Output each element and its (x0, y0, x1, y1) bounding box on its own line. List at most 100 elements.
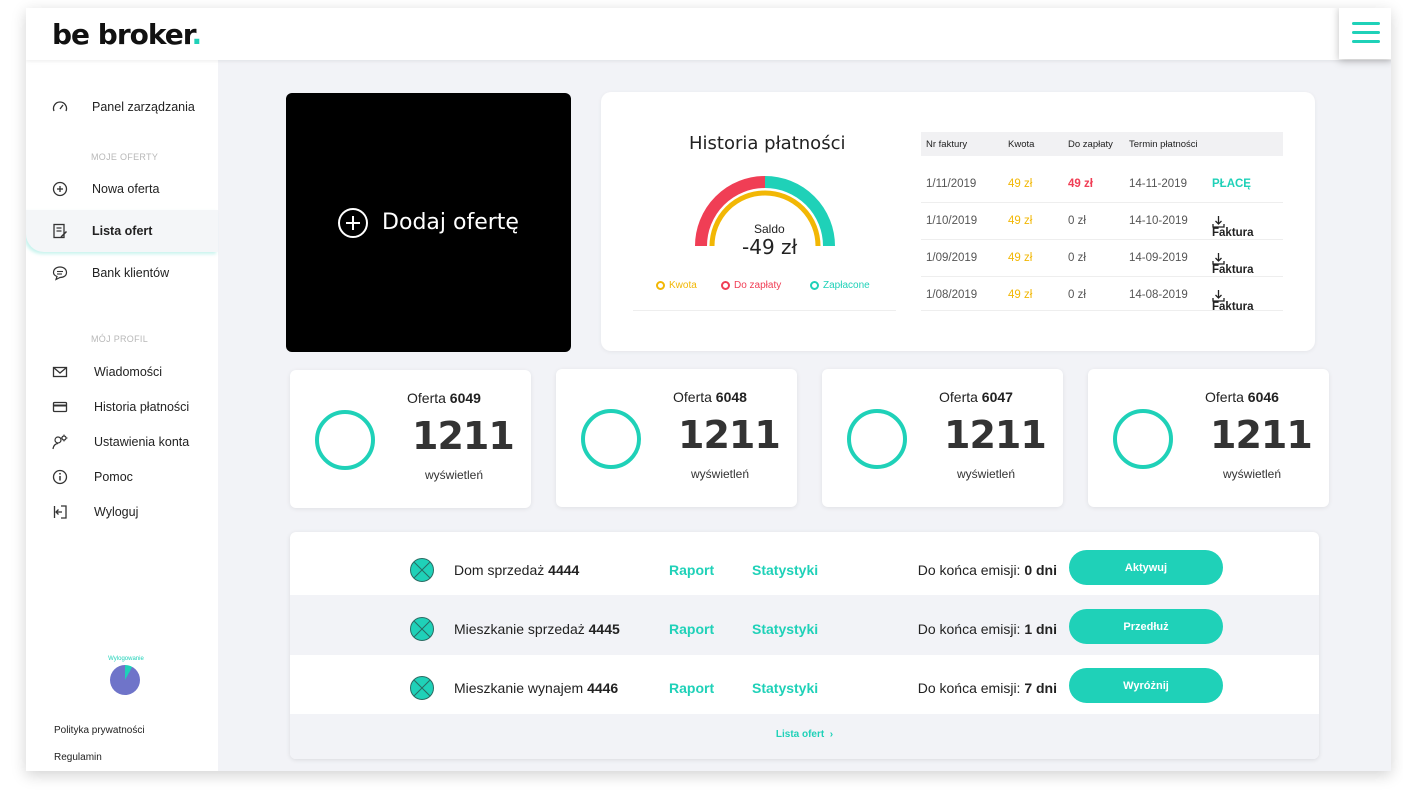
pay-button[interactable]: PŁACĘ (1212, 178, 1251, 190)
amount-due: 0 zł (1068, 215, 1086, 227)
saldo-label: Saldo (754, 222, 785, 236)
amount: 49 zł (1008, 252, 1033, 264)
table-row: 1/08/2019 49 zł 0 zł 14-08-2019 Faktura (921, 277, 1283, 313)
statistics-link[interactable]: Statystyki (752, 621, 819, 637)
close-circle-icon[interactable] (410, 617, 434, 641)
sidebar-item-help[interactable]: Pomoc (26, 459, 218, 495)
views-count: 1211 (412, 414, 515, 458)
divider (633, 310, 896, 311)
offer-type: Dom sprzedaż (454, 562, 545, 578)
terms-link[interactable]: Regulamin (54, 752, 102, 763)
amount: 49 zł (1008, 178, 1033, 190)
gauge-icon (52, 99, 68, 115)
legend-ring-icon (656, 281, 665, 290)
statistics-link[interactable]: Statystyki (752, 562, 819, 578)
legend-label: Kwota (669, 280, 697, 291)
amount-due: 49 zł (1068, 178, 1093, 190)
table-row: 1/10/2019 49 zł 0 zł 14-10-2019 Faktura (921, 203, 1283, 240)
app-window: be broker. Panel zarządzania MOJE OFERTY… (26, 8, 1391, 771)
offer-stats-card[interactable]: Oferta 6046 1211 wyświetleń (1088, 369, 1329, 507)
mail-icon (52, 364, 68, 380)
sidebar-item-payment-history[interactable]: Historia płatności (26, 389, 218, 425)
legend-item-kwota: Kwota (656, 280, 697, 291)
offer-title: Oferta 6046 (1205, 389, 1279, 405)
report-link[interactable]: Raport (669, 680, 715, 696)
emission-label: Do końca emisji: (917, 680, 1021, 696)
offers-list-card: Dom sprzedaż 4444 Raport Statystyki Do k… (290, 532, 1319, 759)
sidebar-item-label: Wiadomości (94, 365, 163, 379)
emission-value: 0 dni (1024, 562, 1057, 578)
legend-ring-icon (810, 281, 819, 290)
offer-stats-card[interactable]: Oferta 6047 1211 wyświetleń (822, 369, 1063, 507)
offer-title: Oferta 6049 (407, 390, 481, 406)
due-date: 14-09-2019 (1129, 252, 1188, 264)
info-icon (52, 469, 68, 485)
views-label: wyświetleń (425, 468, 484, 482)
close-circle-icon[interactable] (410, 558, 434, 582)
sidebar-item-label: Bank klientów (92, 266, 170, 280)
invoice-label: Faktura (1212, 227, 1254, 239)
emission-label: Do końca emisji: (917, 562, 1021, 578)
hamburger-menu-button[interactable] (1339, 8, 1391, 59)
report-link[interactable]: Raport (669, 562, 715, 578)
invoice-number: 1/08/2019 (926, 289, 978, 301)
logout-icon (52, 504, 68, 520)
column-header: Kwota (1008, 139, 1035, 150)
invoice-download-link[interactable]: Faktura (1212, 289, 1254, 313)
emission-remaining: Do końca emisji: 7 dni (918, 680, 1057, 696)
invoice-label: Faktura (1212, 301, 1254, 313)
offer-title: Oferta 6048 (673, 389, 747, 405)
amount: 49 zł (1008, 289, 1033, 301)
views-label: wyświetleń (957, 467, 1016, 481)
section-title-profile: MÓJ PROFIL (91, 334, 149, 344)
sidebar-item-new-offer[interactable]: Nowa oferta (26, 171, 218, 207)
offers-list-link[interactable]: Lista ofert › (290, 729, 1319, 740)
offer-prefix: Oferta (673, 389, 712, 405)
sidebar-item-panel[interactable]: Panel zarządzania (26, 89, 218, 125)
emission-remaining: Do końca emisji: 1 dni (918, 621, 1057, 637)
close-circle-icon[interactable] (410, 676, 434, 700)
sidebar-item-account-settings[interactable]: Ustawienia konta (26, 424, 218, 460)
emission-label: Do końca emisji: (917, 621, 1021, 637)
brand-logo[interactable]: be broker. (52, 18, 203, 51)
add-offer-card[interactable]: Dodaj ofertę (286, 93, 571, 352)
amount: 49 zł (1008, 215, 1033, 227)
sidebar-item-client-bank[interactable]: Bank klientów (26, 255, 218, 291)
download-icon (1212, 216, 1225, 228)
legend-label: Zapłacone (823, 280, 870, 291)
sidebar-item-label: Ustawienia konta (94, 435, 190, 449)
privacy-policy-link[interactable]: Polityka prywatności (54, 725, 145, 736)
pie-label: Wylogowanie (108, 656, 144, 662)
views-label: wyświetleń (691, 467, 750, 481)
logout-pie-widget: Wylogowanie (104, 656, 148, 695)
offer-stats-card[interactable]: Oferta 6048 1211 wyświetleń (556, 369, 797, 507)
extend-button[interactable]: Przedłuż (1069, 609, 1223, 644)
plus-circle-icon (52, 181, 68, 197)
highlight-button[interactable]: Wyróżnij (1069, 668, 1223, 703)
sidebar-item-messages[interactable]: Wiadomości (26, 354, 218, 390)
column-header: Do zapłaty (1068, 139, 1113, 150)
due-date: 14-11-2019 (1129, 178, 1187, 190)
list-footer (290, 714, 1319, 759)
invoice-download-link[interactable]: Faktura (1212, 252, 1254, 276)
balance-gauge (695, 176, 835, 247)
list-edit-icon (52, 223, 68, 239)
list-item: Mieszkanie wynajem 4446 Raport Statystyk… (290, 654, 1319, 714)
offer-type: Mieszkanie wynajem (454, 680, 584, 696)
due-date: 14-10-2019 (1129, 215, 1188, 227)
progress-ring-icon (1113, 409, 1173, 469)
sidebar-item-label: Nowa oferta (92, 182, 160, 196)
report-link[interactable]: Raport (669, 621, 715, 637)
offer-stats-card[interactable]: Oferta 6049 1211 wyświetleń (290, 370, 531, 508)
statistics-link[interactable]: Statystyki (752, 680, 819, 696)
invoice-download-link[interactable]: Faktura (1212, 215, 1254, 239)
invoice-label: Faktura (1212, 264, 1254, 276)
offer-id: 6048 (715, 389, 747, 405)
more-label: Lista ofert (775, 729, 825, 740)
activate-button[interactable]: Aktywuj (1069, 550, 1223, 585)
progress-ring-icon (315, 410, 375, 470)
sidebar-item-offer-list[interactable]: Lista ofert (26, 210, 218, 252)
sidebar-item-logout[interactable]: Wyloguj (26, 494, 218, 530)
logo-dot: . (191, 18, 203, 51)
offer-id: 6047 (981, 389, 1013, 405)
